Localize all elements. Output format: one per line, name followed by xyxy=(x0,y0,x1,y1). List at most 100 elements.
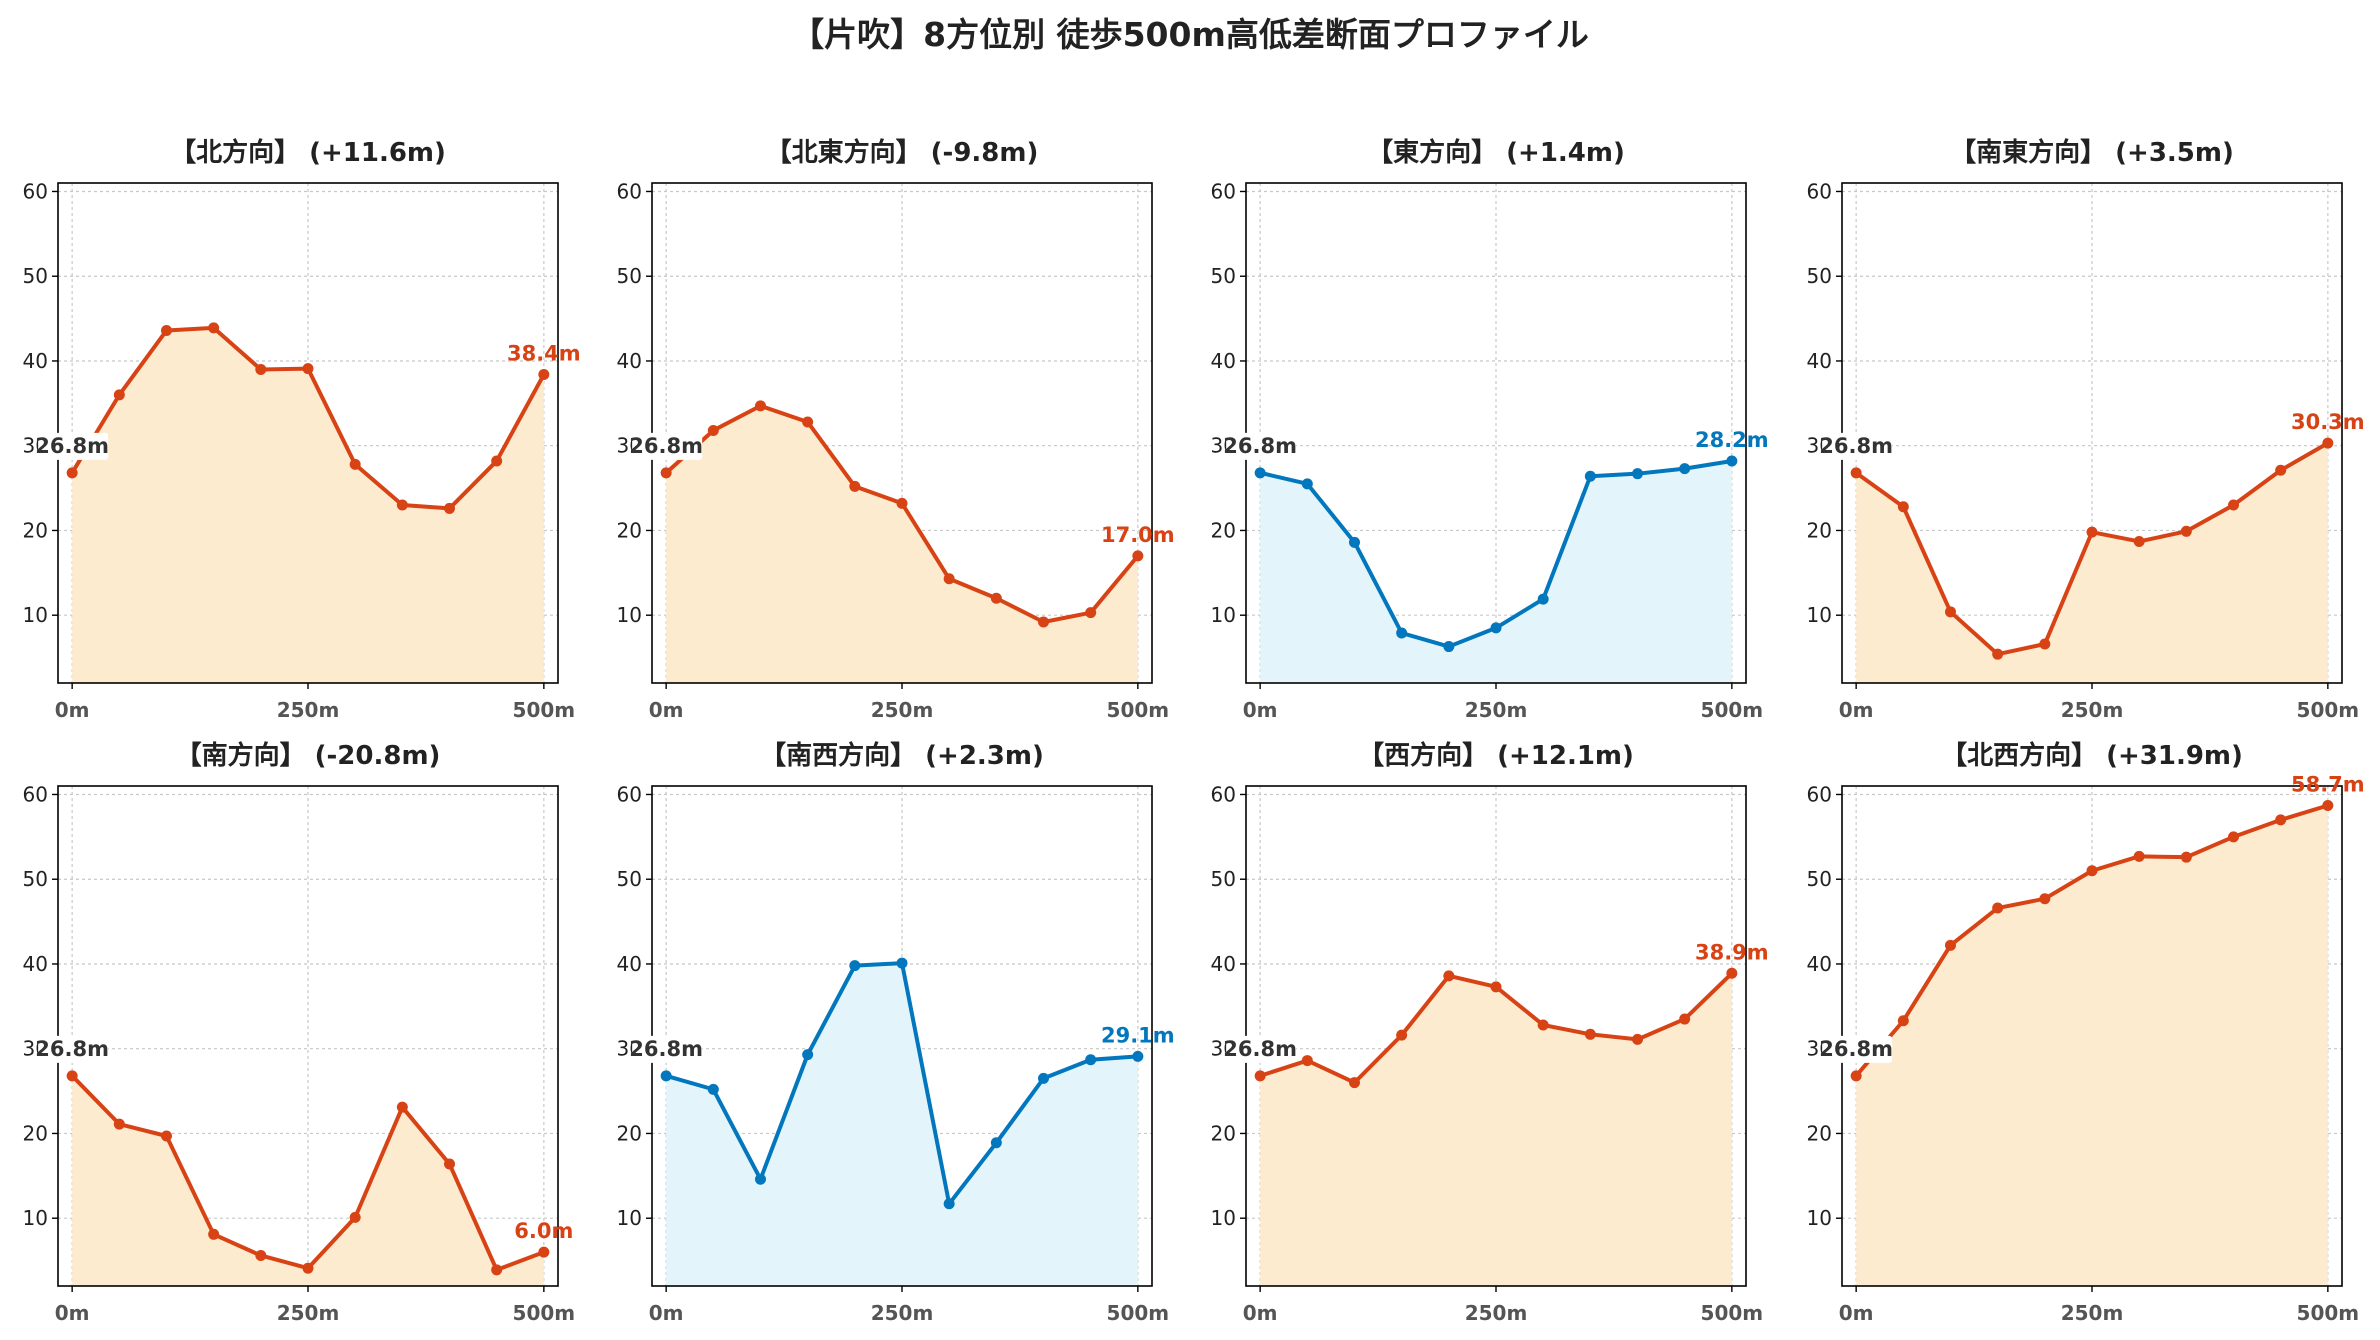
area-fill xyxy=(1260,460,1732,683)
area-fill xyxy=(1260,973,1732,1286)
y-tick-label: 50 xyxy=(23,867,48,891)
y-tick-label: 20 xyxy=(617,1121,642,1145)
end-label: 17.0m xyxy=(1101,523,1175,547)
x-tick-label: 500m xyxy=(513,698,576,722)
y-tick-label: 40 xyxy=(1211,952,1236,976)
end-label: 30.3m xyxy=(2291,410,2365,434)
area-fill xyxy=(1856,805,2328,1286)
data-point xyxy=(1490,622,1502,634)
data-point xyxy=(990,1137,1002,1149)
data-point xyxy=(2133,850,2145,862)
start-label-bg xyxy=(1226,432,1297,460)
data-point xyxy=(1038,1072,1050,1084)
end-label: 6.0m xyxy=(514,1219,573,1243)
data-point xyxy=(1992,648,2004,660)
chart-title: 【北西方向】 (+31.9m) xyxy=(1941,740,2243,771)
y-tick-label: 20 xyxy=(617,518,642,542)
chart-title: 【南東方向】 (+3.5m) xyxy=(1950,137,2234,168)
start-label-bg xyxy=(1226,1035,1297,1063)
y-tick-label: 10 xyxy=(1211,1206,1236,1230)
data-point xyxy=(538,369,550,381)
data-point xyxy=(1897,501,1909,513)
y-tick-label: 60 xyxy=(1807,179,1832,203)
data-point xyxy=(113,389,125,401)
x-tick-label: 500m xyxy=(2297,1301,2360,1325)
x-tick-label: 250m xyxy=(2061,698,2124,722)
x-tick-label: 0m xyxy=(1243,698,1278,722)
data-point xyxy=(1632,468,1644,480)
data-point xyxy=(707,424,719,436)
y-tick-label: 60 xyxy=(23,782,48,806)
y-tick-label: 20 xyxy=(23,1121,48,1145)
data-point xyxy=(1584,1028,1596,1040)
data-point xyxy=(2228,831,2240,843)
data-point xyxy=(538,1246,550,1258)
data-point xyxy=(1992,902,2004,914)
data-point xyxy=(896,497,908,509)
y-tick-label: 50 xyxy=(1807,867,1832,891)
x-tick-label: 250m xyxy=(1465,698,1528,722)
y-tick-label: 10 xyxy=(23,1206,48,1230)
y-tick-label: 40 xyxy=(23,952,48,976)
y-tick-label: 20 xyxy=(1807,1121,1832,1145)
end-label: 38.9m xyxy=(1695,940,1769,964)
y-tick-label: 20 xyxy=(1211,1121,1236,1145)
data-point xyxy=(2039,893,2051,905)
y-tick-label: 50 xyxy=(1211,264,1236,288)
data-point xyxy=(1301,1055,1313,1067)
data-point xyxy=(1679,1013,1691,1025)
data-point xyxy=(1254,1070,1266,1082)
data-point xyxy=(349,1211,361,1223)
y-tick-label: 20 xyxy=(1807,518,1832,542)
chart-title: 【北東方向】 (-9.8m) xyxy=(766,137,1039,168)
y-tick-label: 10 xyxy=(1211,603,1236,627)
data-point xyxy=(66,467,78,479)
start-label-bg xyxy=(38,432,109,460)
end-label: 38.4m xyxy=(507,342,581,366)
data-point xyxy=(160,324,172,336)
y-tick-label: 60 xyxy=(1211,782,1236,806)
data-point xyxy=(1254,467,1266,479)
start-label: 26.8m xyxy=(1819,434,1893,458)
data-point xyxy=(2228,499,2240,511)
data-point xyxy=(2086,865,2098,877)
y-tick-label: 10 xyxy=(617,603,642,627)
chart-title: 【西方向】 (+12.1m) xyxy=(1358,740,1634,771)
area-fill xyxy=(666,963,1138,1286)
data-point xyxy=(1443,641,1455,653)
data-point xyxy=(1726,967,1738,979)
start-label-bg xyxy=(632,432,703,460)
y-tick-label: 40 xyxy=(1211,349,1236,373)
x-tick-label: 250m xyxy=(277,698,340,722)
data-point xyxy=(1537,593,1549,605)
data-point xyxy=(2086,526,2098,538)
data-point xyxy=(2180,525,2192,537)
data-point xyxy=(660,467,672,479)
y-tick-label: 10 xyxy=(617,1206,642,1230)
x-tick-label: 500m xyxy=(1107,698,1170,722)
data-point xyxy=(1944,939,1956,951)
y-tick-label: 50 xyxy=(23,264,48,288)
data-point xyxy=(1348,1077,1360,1089)
data-point xyxy=(1584,470,1596,482)
data-point xyxy=(1850,467,1862,479)
data-point xyxy=(160,1130,172,1142)
data-point xyxy=(1085,607,1097,619)
y-tick-label: 60 xyxy=(1807,782,1832,806)
start-label: 26.8m xyxy=(1819,1037,1893,1061)
data-point xyxy=(1443,970,1455,982)
y-tick-label: 60 xyxy=(617,782,642,806)
end-label: 58.7m xyxy=(2291,772,2365,796)
data-point xyxy=(849,960,861,972)
data-point xyxy=(1038,616,1050,628)
chart-title: 【南方向】 (-20.8m) xyxy=(176,740,441,771)
y-tick-label: 10 xyxy=(1807,603,1832,627)
y-tick-label: 20 xyxy=(23,518,48,542)
data-point xyxy=(255,363,267,375)
data-point xyxy=(1085,1054,1097,1066)
data-point xyxy=(2039,638,2051,650)
chart-title: 【東方向】 (+1.4m) xyxy=(1367,137,1625,168)
